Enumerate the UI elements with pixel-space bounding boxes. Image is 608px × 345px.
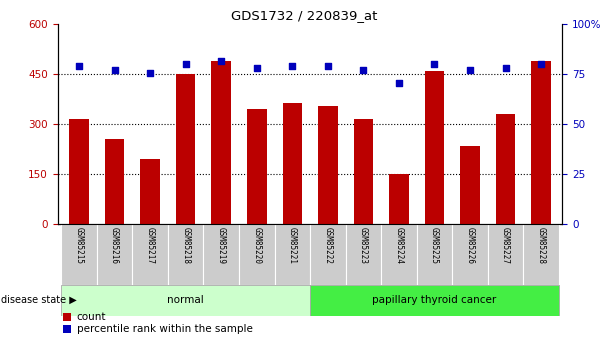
Text: GDS1732 / 220839_at: GDS1732 / 220839_at: [231, 9, 377, 22]
Bar: [310, 285, 559, 316]
Point: [536, 61, 546, 67]
Bar: [176, 74, 195, 224]
Bar: [381, 224, 416, 285]
Bar: [247, 109, 266, 224]
Bar: [496, 114, 516, 224]
Text: GSM85216: GSM85216: [110, 227, 119, 264]
Text: GSM85224: GSM85224: [395, 227, 404, 264]
Bar: [133, 224, 168, 285]
Bar: [61, 285, 310, 316]
Text: disease state ▶: disease state ▶: [1, 295, 77, 305]
Bar: [318, 106, 337, 224]
Point: [288, 63, 297, 69]
Bar: [531, 61, 551, 224]
Bar: [97, 224, 133, 285]
Text: GSM85219: GSM85219: [216, 227, 226, 264]
Point: [465, 67, 475, 73]
Text: GSM85225: GSM85225: [430, 227, 439, 264]
Bar: [204, 224, 239, 285]
Point: [359, 67, 368, 73]
Point: [500, 66, 510, 71]
Text: GSM85221: GSM85221: [288, 227, 297, 264]
Bar: [460, 146, 480, 224]
Bar: [168, 224, 204, 285]
Text: GSM85227: GSM85227: [501, 227, 510, 264]
Point: [323, 63, 333, 69]
Bar: [105, 139, 125, 224]
Bar: [212, 61, 231, 224]
Text: GSM85222: GSM85222: [323, 227, 333, 264]
Bar: [283, 102, 302, 224]
Point: [252, 66, 261, 71]
Bar: [488, 224, 523, 285]
Bar: [140, 159, 160, 224]
Bar: [310, 224, 345, 285]
Text: GSM85223: GSM85223: [359, 227, 368, 264]
Bar: [354, 119, 373, 224]
Point: [181, 61, 190, 67]
Bar: [425, 71, 444, 224]
Bar: [523, 224, 559, 285]
Bar: [275, 224, 310, 285]
Text: GSM85218: GSM85218: [181, 227, 190, 264]
Legend: count, percentile rank within the sample: count, percentile rank within the sample: [63, 312, 252, 334]
Bar: [69, 119, 89, 224]
Text: GSM85228: GSM85228: [537, 227, 545, 264]
Text: GSM85226: GSM85226: [466, 227, 474, 264]
Text: GSM85215: GSM85215: [75, 227, 83, 264]
Point: [145, 70, 155, 76]
Bar: [389, 174, 409, 224]
Point: [216, 58, 226, 64]
Bar: [61, 224, 97, 285]
Text: GSM85220: GSM85220: [252, 227, 261, 264]
Bar: [452, 224, 488, 285]
Text: papillary thyroid cancer: papillary thyroid cancer: [372, 295, 497, 305]
Point: [110, 67, 120, 73]
Point: [394, 80, 404, 86]
Point: [430, 61, 440, 67]
Point: [74, 63, 84, 69]
Bar: [345, 224, 381, 285]
Text: normal: normal: [167, 295, 204, 305]
Bar: [416, 224, 452, 285]
Text: GSM85217: GSM85217: [146, 227, 154, 264]
Bar: [239, 224, 275, 285]
